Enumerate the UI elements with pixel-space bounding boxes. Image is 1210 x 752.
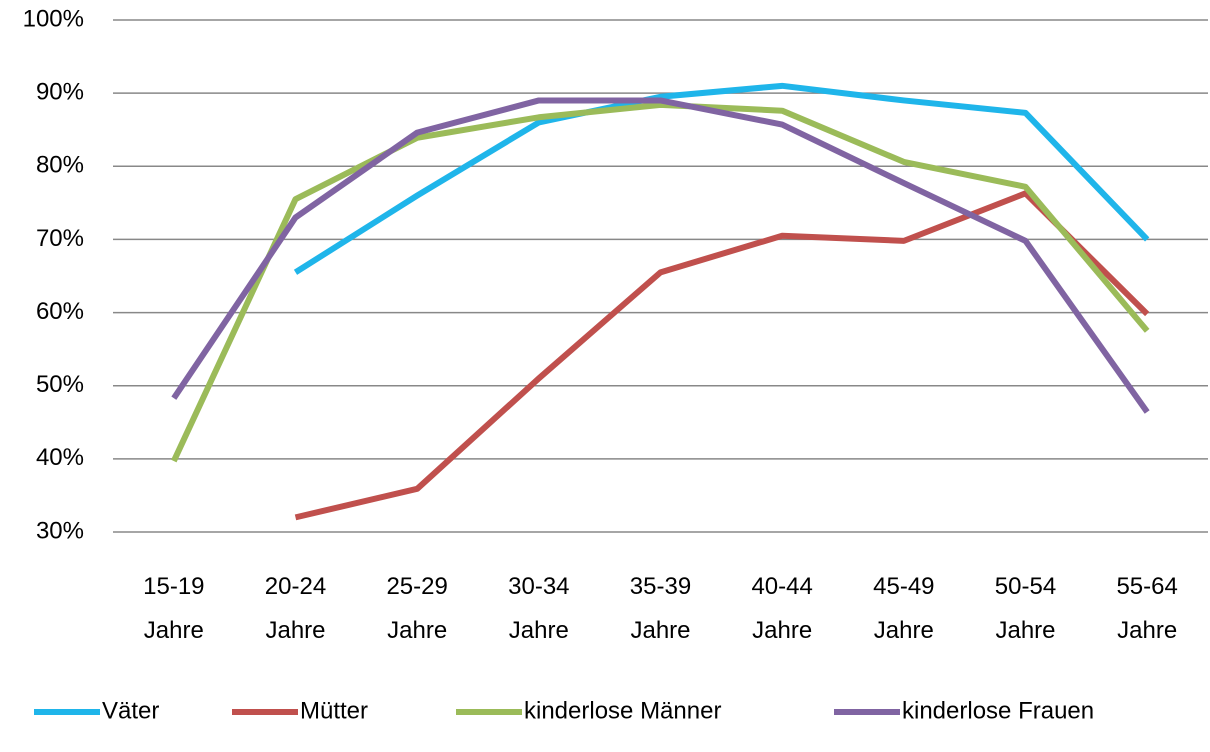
x-tick-label: 45-49 Jahre [873,573,935,644]
x-tick-label: 35-39 Jahre [629,573,692,644]
y-tick-label: 60% [36,298,84,325]
y-tick-label: 40% [36,444,84,471]
series-line [294,190,1150,521]
series-line [171,101,1150,463]
x-tick-label: 50-54 Jahre [994,573,1057,644]
series-line [293,82,1150,275]
x-tick-label: 55-64 Jahre [1116,573,1178,644]
x-tick-label: 15-19 Jahre [143,573,205,644]
x-tick-label: 20-24 Jahre [264,573,327,644]
series-line [171,97,1150,414]
y-tick-label: 30% [36,517,84,544]
legend-label: kinderlose Frauen [902,697,1094,724]
y-tick-label: 50% [36,371,84,398]
x-tick-label: 40-44 Jahre [751,573,813,644]
x-tick-label: 25-29 Jahre [386,573,448,644]
y-tick-label: 70% [36,225,84,252]
y-tick-label: 100% [23,5,84,32]
x-tick-label: 30-34 Jahre [508,573,570,644]
legend-label: Mütter [300,697,368,724]
y-tick-label: 80% [36,152,84,179]
legend-label: kinderlose Männer [524,697,721,724]
legend-label: Väter [102,697,159,724]
y-tick-label: 90% [36,78,84,105]
